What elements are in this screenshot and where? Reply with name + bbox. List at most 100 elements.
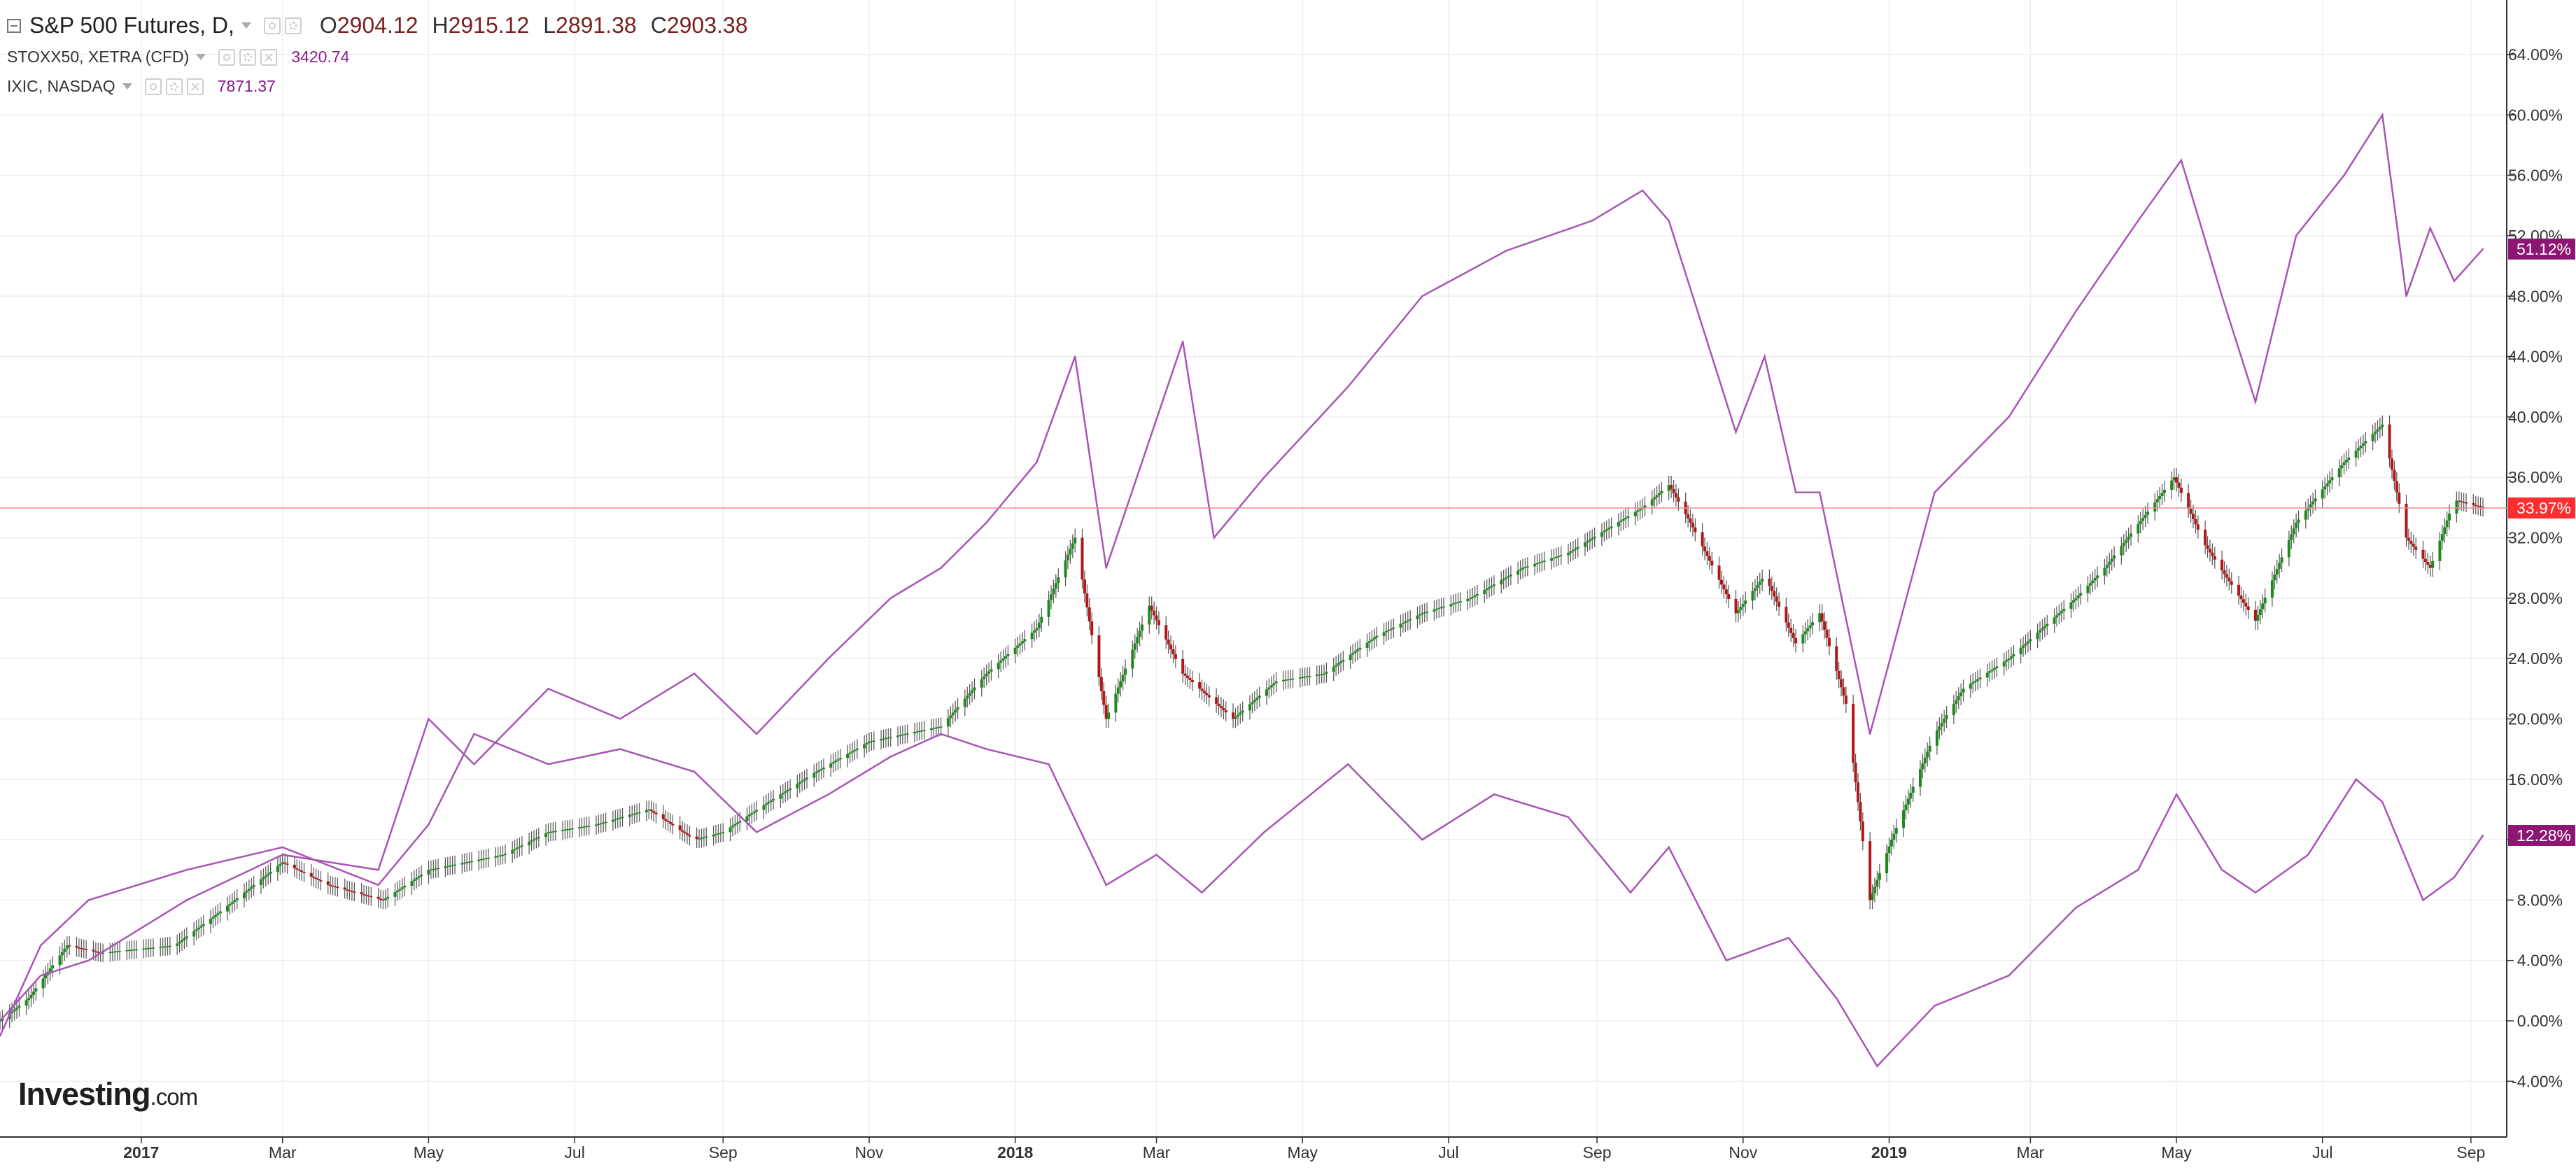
candle [1157, 611, 1160, 635]
nasdaq-point [1934, 491, 1936, 493]
candle [2474, 495, 2477, 515]
candle [1426, 602, 1429, 622]
candle-body [383, 898, 387, 901]
candle-body [2137, 524, 2140, 534]
gear-icon[interactable] [239, 48, 257, 66]
candle-body [1861, 821, 1864, 842]
candle-body [1739, 607, 1743, 610]
candle-body [1138, 630, 1141, 637]
candle [628, 805, 631, 826]
candle-body [2295, 522, 2298, 529]
candle-body [2057, 613, 2061, 616]
candle [1164, 616, 1168, 649]
candle [477, 850, 481, 870]
nasdaq-point [1505, 250, 1507, 252]
nasdaq-point [1263, 476, 1265, 479]
candle [195, 920, 198, 940]
candle [429, 860, 432, 880]
candle-body [2423, 558, 2427, 563]
candle-body [549, 831, 552, 833]
candle-body [1962, 689, 1965, 693]
candle-body [2445, 520, 2449, 528]
candle-body [2194, 518, 2197, 525]
candle-body [2381, 424, 2384, 428]
main-symbol[interactable]: S&P 500 Futures, D, [29, 13, 234, 38]
candle [1104, 696, 1108, 728]
candle-body [350, 891, 353, 892]
nasdaq-point [2220, 295, 2223, 297]
ohlc-close: C2903.38 [650, 13, 748, 38]
chevron-down-icon[interactable] [196, 54, 206, 60]
compare-symbol-stoxx[interactable]: STOXX50, XETRA (CFD) [7, 48, 190, 66]
candle [484, 849, 488, 868]
candle [113, 942, 117, 961]
close-icon[interactable] [186, 78, 204, 95]
candle [1773, 581, 1776, 606]
candle-body [1284, 679, 1288, 681]
candle [929, 719, 933, 740]
candle-body [164, 946, 167, 948]
candle-body [2177, 482, 2181, 488]
candle [420, 866, 423, 886]
y-tick-label: 48.00% [2508, 287, 2563, 305]
chevron-down-icon[interactable] [241, 22, 251, 29]
candle [1054, 574, 1057, 598]
candle-body [176, 943, 179, 946]
candle-body [616, 818, 619, 820]
stoxx50-point [1567, 816, 1570, 818]
candle [178, 933, 181, 953]
candle-body [614, 819, 617, 821]
gear-icon[interactable] [165, 78, 183, 95]
collapse-icon[interactable] [7, 18, 21, 33]
close-icon[interactable] [260, 48, 278, 66]
candle [482, 849, 486, 868]
candle [1332, 657, 1335, 682]
candle [132, 940, 136, 959]
stoxx50-point [2307, 854, 2309, 856]
candle-body [446, 866, 449, 868]
candle-body [1758, 581, 1761, 585]
candle [561, 821, 565, 840]
candle-body [34, 988, 38, 992]
candle-body [178, 942, 181, 944]
candle-body [819, 769, 823, 770]
gear-icon[interactable] [284, 17, 302, 34]
candle-body [2443, 527, 2447, 535]
candle-body [645, 810, 648, 812]
candle [297, 860, 301, 880]
candle-body [245, 890, 248, 893]
candle [1468, 588, 1472, 608]
eye-icon[interactable] [263, 17, 281, 34]
candle-body [1167, 640, 1170, 645]
compare-symbol-ixic[interactable]: IXIC, NASDAQ [7, 77, 115, 95]
candle [1183, 664, 1187, 685]
candle [1923, 748, 1927, 772]
stoxx50-point [547, 763, 549, 765]
candle-body [183, 938, 186, 940]
candle [1889, 831, 1893, 856]
candle [767, 793, 770, 813]
candle-body [1734, 598, 1738, 614]
candle [1957, 687, 1960, 709]
candle-body [434, 868, 437, 870]
candle-body [1959, 692, 1963, 697]
candle-body [2139, 521, 2142, 525]
candle [496, 847, 500, 866]
eye-icon[interactable] [218, 48, 236, 66]
candle [1840, 670, 1843, 697]
eye-icon[interactable] [144, 78, 162, 95]
stoxx50-point [2453, 876, 2456, 879]
candle [395, 881, 399, 901]
candle-body [2323, 486, 2327, 490]
stoxx-badge-label: 12.28% [2517, 826, 2571, 845]
candle-body [2472, 503, 2475, 505]
stoxx50-point [2482, 834, 2484, 837]
candle-body [1483, 590, 1486, 594]
candle-body [242, 892, 246, 898]
candle-body [1202, 691, 1206, 693]
candle-body [1251, 702, 1254, 705]
chevron-down-icon[interactable] [122, 83, 132, 90]
candle [108, 942, 112, 962]
candle-body [722, 832, 725, 833]
